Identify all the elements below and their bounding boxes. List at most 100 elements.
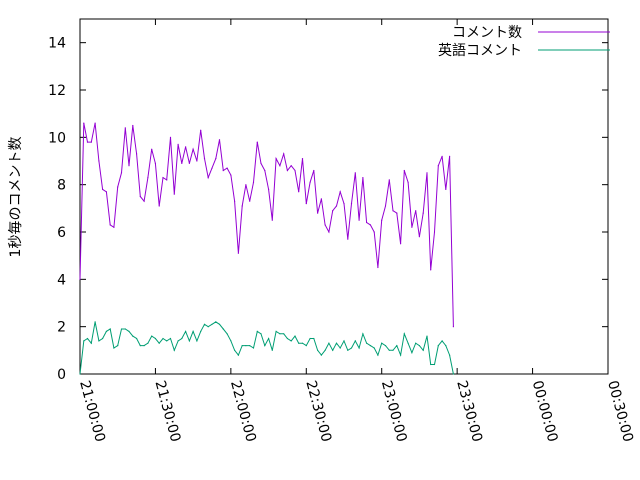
data-point	[102, 188, 104, 190]
data-point	[418, 236, 420, 238]
data-point	[317, 349, 319, 351]
plot-frame	[79, 18, 609, 375]
data-point	[128, 165, 130, 167]
data-point	[143, 345, 145, 347]
data-point	[200, 330, 202, 332]
data-point	[158, 205, 160, 207]
data-point	[215, 158, 217, 160]
data-point	[256, 141, 258, 143]
data-point	[154, 162, 156, 164]
data-point	[211, 323, 213, 325]
data-point	[139, 345, 141, 347]
data-point	[166, 179, 168, 181]
data-point	[181, 337, 183, 340]
data-point	[358, 219, 360, 221]
data-point	[271, 349, 273, 351]
data-point	[381, 219, 383, 221]
data-point	[366, 221, 368, 224]
data-point	[392, 349, 394, 351]
data-point	[388, 349, 390, 351]
data-point	[252, 347, 255, 349]
data-point	[218, 323, 221, 325]
data-point	[449, 155, 451, 157]
data-point	[298, 191, 300, 193]
data-point	[102, 337, 104, 340]
data-point	[196, 160, 198, 162]
data-point	[343, 340, 345, 342]
data-point	[279, 333, 281, 335]
data-point	[128, 330, 130, 332]
data-point	[354, 172, 356, 174]
data-point	[328, 342, 330, 344]
data-point	[218, 139, 221, 141]
data-point	[245, 345, 247, 347]
data-point	[79, 373, 81, 375]
data-point	[162, 337, 164, 340]
data-point	[90, 141, 92, 143]
data-point	[381, 342, 383, 344]
data-point	[268, 188, 270, 190]
data-point	[418, 345, 420, 347]
data-point	[117, 345, 119, 347]
data-point	[94, 122, 96, 124]
data-point	[317, 212, 319, 214]
data-point	[120, 328, 123, 330]
data-point	[188, 340, 190, 342]
data-point	[234, 349, 236, 351]
data-point	[335, 342, 338, 344]
data-point	[86, 141, 89, 143]
data-point	[105, 330, 107, 332]
data-point	[226, 167, 228, 169]
data-point	[98, 160, 100, 162]
data-point	[230, 340, 232, 342]
data-point	[411, 352, 413, 354]
data-point	[136, 337, 138, 340]
data-point	[169, 337, 172, 340]
data-point	[166, 340, 168, 342]
data-point	[377, 354, 379, 356]
data-point	[249, 345, 251, 347]
data-point	[83, 122, 85, 124]
data-point	[452, 326, 454, 328]
data-point	[245, 184, 247, 186]
series-line-1	[79, 321, 454, 375]
y-tick-label: 4	[57, 272, 66, 288]
data-point	[283, 333, 285, 335]
data-point	[373, 231, 375, 233]
data-point	[286, 169, 288, 172]
data-point	[120, 172, 123, 174]
data-point	[441, 155, 443, 157]
data-point	[192, 330, 194, 332]
data-point	[430, 363, 432, 366]
data-point	[256, 330, 258, 332]
data-point	[309, 337, 311, 340]
data-point	[403, 333, 405, 335]
data-point	[151, 148, 153, 150]
data-point	[388, 179, 390, 181]
data-point	[309, 181, 311, 183]
data-point	[177, 143, 179, 145]
data-point	[188, 162, 190, 164]
data-point	[86, 337, 89, 340]
data-point	[211, 167, 213, 169]
y-tick-label: 12	[48, 83, 66, 99]
y-tick-label: 8	[57, 178, 66, 194]
data-point	[339, 347, 341, 349]
data-point	[384, 205, 387, 207]
data-point	[339, 191, 341, 193]
data-point	[332, 349, 334, 351]
data-point	[252, 181, 255, 183]
y-tick-label: 0	[57, 367, 66, 383]
data-point	[132, 124, 134, 127]
data-point	[305, 345, 307, 347]
data-point	[362, 333, 364, 335]
data-point	[271, 219, 273, 221]
data-point	[237, 354, 239, 356]
y-axis-label: 1秒毎のコメント数	[8, 137, 24, 258]
data-point	[452, 373, 454, 375]
data-point	[94, 321, 96, 323]
data-point	[90, 342, 92, 344]
data-point	[185, 330, 187, 332]
data-point	[328, 231, 330, 233]
legend-label: 英語コメント	[438, 42, 522, 59]
